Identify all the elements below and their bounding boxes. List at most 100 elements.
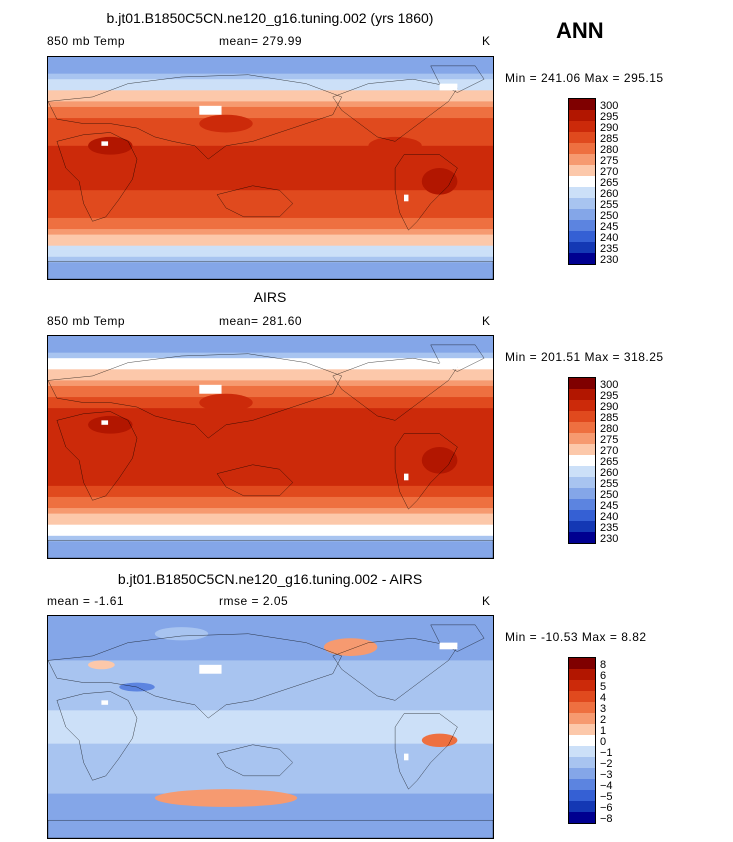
panel-left-label: 850 mb Temp — [47, 34, 125, 48]
colorbar-swatch — [569, 143, 595, 154]
contour-blob — [368, 136, 422, 155]
contour-blob — [154, 789, 298, 807]
contour-band — [48, 374, 493, 382]
coastline — [48, 354, 342, 438]
contour-band — [48, 782, 493, 789]
contour-band — [48, 654, 493, 662]
panel-left-label: mean = -1.61 — [47, 594, 125, 608]
colorbar-tick-label: 255 — [600, 478, 619, 490]
colorbar-swatch — [569, 724, 595, 735]
contour-map — [47, 335, 494, 559]
colorbar-tick-label: 295 — [600, 390, 619, 402]
colorbar-tick-label: 250 — [600, 489, 619, 501]
colorbar-tick-label: 280 — [600, 144, 619, 156]
colorbar-swatch — [569, 220, 595, 231]
panel-title: b.jt01.B1850C5CN.ne120_g16.tuning.002 (y… — [106, 10, 434, 26]
coastline — [217, 186, 293, 217]
contour-band — [48, 765, 493, 773]
missing-data-patch — [101, 700, 109, 705]
coastline — [333, 638, 458, 700]
contour-band — [48, 738, 493, 745]
contour-band — [48, 151, 493, 158]
contour-band — [48, 352, 493, 359]
colorbar-tick-label: −8 — [600, 813, 613, 825]
contour-band — [48, 168, 493, 175]
missing-data-patch — [404, 473, 409, 481]
contour-band — [48, 347, 493, 354]
colorbar-tick-label: 8 — [600, 659, 607, 671]
panel-minmax: Min = 201.51 Max = 318.25 — [505, 350, 664, 364]
colorbar-tick-label: 270 — [600, 166, 619, 178]
coastline — [395, 434, 457, 509]
colorbar-tick-label: 3 — [600, 703, 607, 715]
contour-band — [48, 413, 493, 420]
contour-band — [48, 57, 493, 64]
contour-band — [48, 485, 493, 493]
contour-band — [48, 435, 493, 443]
coastline — [48, 540, 493, 558]
colorbar-swatch — [569, 735, 595, 746]
colorbar-tick-label: −2 — [600, 758, 613, 770]
missing-data-patch — [404, 753, 409, 761]
panel-units: K — [482, 34, 491, 48]
panel-minmax: Min = 241.06 Max = 295.15 — [505, 71, 664, 85]
contour-band — [48, 627, 493, 634]
missing-data-patch — [199, 664, 222, 674]
contour-band — [48, 134, 493, 141]
coastline — [217, 745, 293, 776]
contour-band — [48, 826, 493, 834]
colorbar-swatch — [569, 176, 595, 187]
coastline — [395, 714, 457, 789]
contour-band — [48, 530, 493, 537]
colorbar-swatch — [569, 253, 595, 264]
colorbar-tick-label: 240 — [600, 511, 619, 523]
colorbar-tick-label: 245 — [600, 500, 619, 512]
contour-band — [48, 469, 493, 476]
contour-band — [48, 776, 493, 784]
colorbar-swatch — [569, 790, 595, 801]
coastline — [333, 79, 458, 141]
contour-band — [48, 699, 493, 706]
contour-band — [48, 179, 493, 186]
contour-band — [48, 649, 493, 656]
contour-band — [48, 73, 493, 80]
contour-band — [48, 380, 493, 387]
coastline — [48, 261, 493, 279]
contour-band — [48, 217, 493, 225]
contour-band — [48, 519, 493, 526]
contour-band — [48, 402, 493, 409]
contour-band — [48, 273, 493, 279]
colorbar-swatch — [569, 488, 595, 499]
contour-band — [48, 638, 493, 645]
colorbar-tick-label: 240 — [600, 232, 619, 244]
colorbar-tick-label: 235 — [600, 243, 619, 255]
contour-band — [48, 145, 493, 153]
contour-band — [48, 195, 493, 202]
season-label: ANN — [556, 18, 604, 43]
panel-center-label: mean= 279.99 — [219, 34, 303, 48]
contour-band — [48, 480, 493, 487]
coastline — [217, 465, 293, 496]
colorbar-swatch — [569, 444, 595, 455]
colorbar-swatch — [569, 242, 595, 253]
colorbar — [568, 377, 596, 544]
colorbar-tick-label: 245 — [600, 221, 619, 233]
missing-data-patch — [101, 141, 109, 146]
colorbar-tick-label: 290 — [600, 401, 619, 413]
colorbar-swatch — [569, 422, 595, 433]
missing-data-patch — [439, 362, 458, 370]
colorbar-swatch — [569, 187, 595, 198]
colorbar-tick-label: 230 — [600, 533, 619, 545]
coastline — [431, 66, 484, 93]
colorbar-swatch — [569, 801, 595, 812]
colorbar-tick-label: 260 — [600, 467, 619, 479]
contour-band — [48, 206, 493, 214]
coastline — [333, 358, 458, 420]
contour-band — [48, 491, 493, 498]
colorbar-tick-label: 275 — [600, 155, 619, 167]
colorbar — [568, 657, 596, 824]
colorbar-tick-label: 300 — [600, 379, 619, 391]
contour-band — [48, 754, 493, 761]
contour-band — [48, 79, 493, 86]
colorbar-swatch — [569, 768, 595, 779]
